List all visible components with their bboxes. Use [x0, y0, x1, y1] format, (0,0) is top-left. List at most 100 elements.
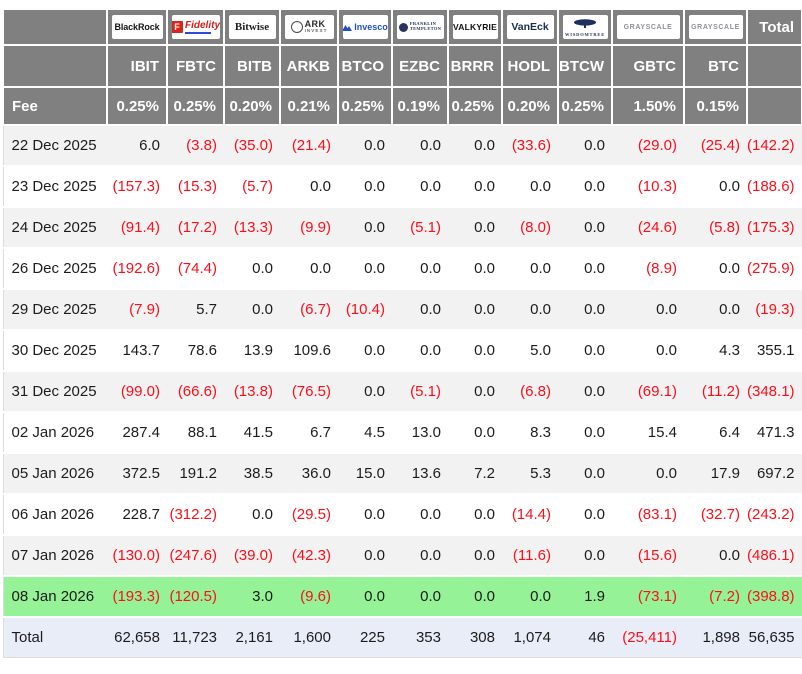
flow-cell-btco: 0.0: [338, 493, 392, 535]
total-cell-hodl: 1,074: [502, 616, 558, 658]
row-total-cell: (486.1): [747, 534, 802, 576]
flow-row-07-jan-2026: 07 Jan 2026 (130.0) (247.6) (39.0) (42.3) 0.0…: [3, 534, 802, 576]
flow-cell-fbtc: (17.2): [167, 206, 224, 248]
ark-invest-sub: INVEST: [304, 28, 328, 34]
row-total-cell: (19.3): [747, 288, 802, 330]
vaneck-name: VanEck: [511, 21, 549, 33]
flow-cell-gbtc: (10.3): [612, 165, 684, 207]
flow-cell-hodl: 0.0: [502, 575, 558, 617]
flow-cell-gbtc: 0.0: [612, 288, 684, 330]
flow-cell-bitb: 0.0: [224, 288, 280, 330]
flow-cell-gbtc: (8.9): [612, 247, 684, 289]
flow-cell-brrr: 0.0: [448, 288, 502, 330]
flow-cell-btc: (25.4): [684, 124, 747, 166]
ticker-arkb: ARKB: [279, 44, 339, 88]
flow-cell-btc: (5.8): [684, 206, 747, 248]
flow-row-26-dec-2025: 26 Dec 2025 (192.6) (74.4) 0.0 0.0 0.0 0.0 0.0 0…: [3, 247, 802, 289]
provider-header-btc: GRAYSCALE: [683, 8, 748, 46]
flow-cell-ibit: 287.4: [107, 411, 167, 453]
flow-cell-btco: 4.5: [338, 411, 392, 453]
ticker-btc: BTC: [683, 44, 748, 88]
flow-cell-btcw: 0.0: [558, 165, 612, 207]
flow-cell-btcw: 0.0: [558, 534, 612, 576]
provider-header-arkb: ARK INVEST: [279, 8, 339, 46]
flow-cell-hodl: 0.0: [502, 165, 558, 207]
row-total-cell: (398.8): [747, 575, 802, 617]
total-cell-fbtc: 11,723: [167, 616, 224, 658]
table-corner: [2, 8, 108, 46]
ticker-fbtc: FBTC: [166, 44, 225, 88]
flow-cell-ezbc: 0.0: [392, 247, 448, 289]
flow-cell-hodl: (11.6): [502, 534, 558, 576]
total-row-label: Total: [3, 616, 107, 658]
fidelity-f-icon: F: [171, 21, 183, 33]
flow-cell-fbtc: (120.5): [167, 575, 224, 617]
ticker-total-blank: [746, 44, 802, 88]
ticker-ezbc: EZBC: [391, 44, 449, 88]
flow-cell-arkb: (76.5): [280, 370, 338, 412]
flow-cell-btcw: 0.0: [558, 206, 612, 248]
flow-cell-brrr: 0.0: [448, 534, 502, 576]
row-total-cell: 697.2: [747, 452, 802, 494]
flow-cell-gbtc: 15.4: [612, 411, 684, 453]
flow-cell-ibit: 372.5: [107, 452, 167, 494]
table-header: BlackRock F Fidelity Bitwise ARK INVEST Invesc…: [2, 8, 802, 126]
total-cell-gbtc: (25,411): [612, 616, 684, 658]
table-body: 22 Dec 2025 6.0 (3.8) (35.0) (21.4) 0.0 0.0 0.0…: [3, 124, 802, 658]
flow-cell-bitb: (5.7): [224, 165, 280, 207]
provider-header-ezbc: FRANKLIN TEMPLETON: [391, 8, 449, 46]
date-cell: 02 Jan 2026: [3, 411, 107, 453]
flow-cell-btcw: 0.0: [558, 493, 612, 535]
flow-cell-arkb: (21.4): [280, 124, 338, 166]
total-column-header: Total: [746, 8, 802, 46]
fee-row: Fee 0.25% 0.25% 0.20% 0.21% 0.25% 0.19% 0.25% 0.…: [2, 86, 802, 126]
flow-cell-ezbc: 13.6: [392, 452, 448, 494]
flow-cell-gbtc: 0.0: [612, 452, 684, 494]
flow-cell-btc: 0.0: [684, 165, 747, 207]
provider-header-btco: Invesco: [337, 8, 393, 46]
flow-cell-arkb: 109.6: [280, 329, 338, 371]
provider-logo-row: BlackRock F Fidelity Bitwise ARK INVEST Invesc…: [2, 8, 802, 46]
flow-cell-btc: 4.3: [684, 329, 747, 371]
provider-header-brrr: VALKYRIE: [447, 8, 503, 46]
fee-total-blank: [746, 86, 802, 126]
blackrock-logo: BlackRock: [111, 15, 163, 39]
valkyrie-name: VALKYRIE: [453, 22, 497, 32]
fidelity-name: Fidelity: [185, 19, 220, 31]
date-cell: 31 Dec 2025: [3, 370, 107, 412]
wisdomtree-logo: WISDOMTREE: [562, 15, 608, 39]
flow-cell-gbtc: (24.6): [612, 206, 684, 248]
flow-cell-ibit: (130.0): [107, 534, 167, 576]
flow-cell-btc: 17.9: [684, 452, 747, 494]
row-total-cell: (142.2): [747, 124, 802, 166]
ticker-ibit: IBIT: [106, 44, 168, 88]
flow-cell-brrr: 0.0: [448, 575, 502, 617]
flow-cell-btco: 0.0: [338, 370, 392, 412]
flow-cell-btc: 6.4: [684, 411, 747, 453]
flow-cell-btc: (11.2): [684, 370, 747, 412]
flow-cell-btc: 0.0: [684, 247, 747, 289]
flow-cell-arkb: 36.0: [280, 452, 338, 494]
date-cell: 29 Dec 2025: [3, 288, 107, 330]
flow-cell-btcw: 0.0: [558, 247, 612, 289]
flow-cell-ezbc: 0.0: [392, 575, 448, 617]
grayscale-logo: GRAYSCALE: [616, 15, 680, 39]
ticker-btco: BTCO: [337, 44, 393, 88]
flow-cell-bitb: 38.5: [224, 452, 280, 494]
franklin-line1: FRANKLIN: [409, 21, 437, 27]
total-cell-ezbc: 353: [392, 616, 448, 658]
flow-cell-hodl: 5.0: [502, 329, 558, 371]
flow-cell-btco: 0.0: [338, 206, 392, 248]
franklin-line2: TEMPLETON: [409, 26, 442, 31]
grand-total-cell: 56,635: [747, 616, 802, 658]
ark-wordmark: ARK INVEST: [304, 19, 328, 35]
flow-cell-btcw: 0.0: [558, 452, 612, 494]
flow-cell-hodl: (14.4): [502, 493, 558, 535]
fee-btcw: 0.25%: [557, 86, 613, 126]
flow-cell-btc: (32.7): [684, 493, 747, 535]
row-total-cell: 355.1: [747, 329, 802, 371]
total-cell-bitb: 2,161: [224, 616, 280, 658]
flow-cell-ibit: (157.3): [107, 165, 167, 207]
flow-cell-btc: (7.2): [684, 575, 747, 617]
date-cell: 30 Dec 2025: [3, 329, 107, 371]
